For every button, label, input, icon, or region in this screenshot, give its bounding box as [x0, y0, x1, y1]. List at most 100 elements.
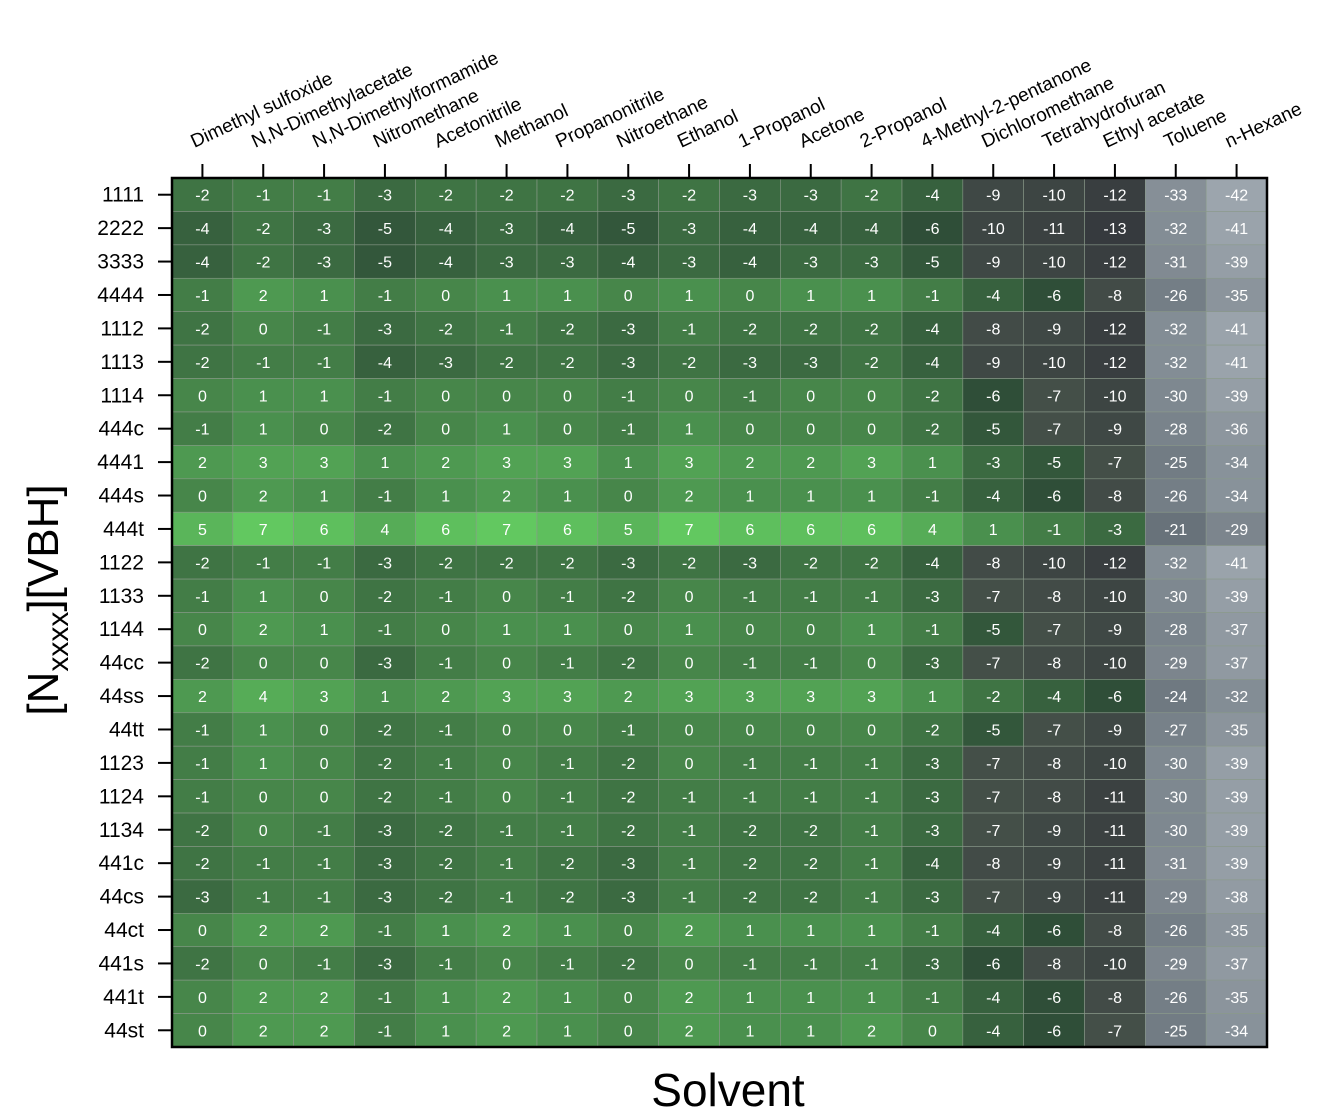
cell-value-label: 2	[502, 1023, 511, 1040]
cell-value-label: -1	[682, 823, 696, 840]
cell-value-label: -1	[317, 823, 331, 840]
cell-value-label: -1	[439, 756, 453, 773]
plot-border	[170, 176, 1269, 1049]
heatmap-cell	[658, 578, 720, 613]
heatmap-cell	[658, 745, 720, 780]
cell-value-label: 0	[563, 722, 572, 739]
cell-value-label: 1	[441, 990, 450, 1007]
cell-value-label: -30	[1164, 388, 1187, 405]
heatmap-cell	[475, 344, 538, 379]
heatmap-cell	[415, 478, 477, 513]
cell-value-label: 0	[685, 956, 694, 973]
heatmap-cell	[232, 679, 294, 714]
cell-value-label: -30	[1164, 823, 1187, 840]
row-label: 1124	[99, 785, 144, 808]
cell-value-label: -8	[1047, 756, 1061, 773]
cell-value-label: -4	[439, 221, 453, 238]
cell-value-label: -35	[1225, 923, 1248, 940]
heatmap-cell	[415, 812, 477, 847]
cell-value-label: -1	[195, 756, 209, 773]
heatmap-cell	[232, 177, 294, 212]
heatmap-cell	[1023, 812, 1085, 847]
cell-value-label: -3	[439, 355, 453, 372]
heatmap-cell	[293, 712, 355, 747]
heatmap-cell	[536, 812, 599, 847]
cell-value-label: -1	[743, 589, 757, 606]
cell-value-label: 2	[441, 689, 450, 706]
cell-value-label: -2	[499, 188, 513, 205]
cell-value-label: -2	[560, 856, 574, 873]
cell-value-label: -9	[1108, 622, 1122, 639]
cell-value-label: -2	[743, 890, 757, 907]
cell-value-label: 0	[502, 956, 511, 973]
cell-value-label: -3	[925, 956, 939, 973]
cell-value-label: -2	[378, 789, 392, 806]
cell-value-label: -1	[925, 622, 939, 639]
cell-value-label: 1	[685, 422, 694, 439]
cell-value-label: -7	[986, 890, 1000, 907]
heatmap-cell	[1023, 679, 1085, 714]
row-label: 1133	[99, 585, 144, 608]
cell-value-label: -4	[986, 923, 1000, 940]
cell-value-label: -10	[1103, 756, 1126, 773]
heatmap-cell	[475, 445, 538, 480]
cell-value-label: -2	[864, 555, 878, 572]
cell-value-label: -2	[743, 856, 757, 873]
cell-value-label: -4	[986, 990, 1000, 1007]
heatmap-cell	[536, 277, 599, 312]
heatmap-cell	[901, 478, 964, 513]
heatmap-cell	[962, 277, 1024, 312]
heatmap-cell	[658, 244, 720, 279]
heatmap-cell	[475, 411, 538, 446]
heatmap-cell	[1023, 946, 1085, 981]
heatmap-cell	[840, 679, 903, 714]
heatmap-cell	[293, 411, 355, 446]
cell-value-label: -41	[1225, 321, 1248, 338]
cell-value-label: -10	[1043, 255, 1066, 272]
heatmap-cell	[1023, 244, 1085, 279]
cell-value-label: 0	[320, 756, 329, 773]
cell-value-label: -1	[560, 823, 574, 840]
heatmap-cell	[1205, 979, 1268, 1014]
cell-value-label: -2	[439, 890, 453, 907]
cell-value-label: -3	[195, 890, 209, 907]
cell-value-label: -11	[1104, 823, 1126, 840]
cell-value-label: -29	[1164, 956, 1187, 973]
cell-value-label: 1	[259, 589, 268, 606]
heatmap-cell	[780, 1013, 842, 1048]
cell-value-label: -4	[560, 221, 574, 238]
heatmap-cell	[901, 612, 964, 647]
heatmap-cell	[1145, 511, 1207, 546]
cell-value-label: -5	[986, 622, 1000, 639]
heatmap-cell	[1205, 445, 1268, 480]
heatmap-cell	[475, 779, 538, 814]
heatmap-cell	[415, 612, 477, 647]
cell-value-label: -1	[682, 890, 696, 907]
heatmap-cell	[293, 745, 355, 780]
cell-value-label: 1	[259, 756, 268, 773]
cell-value-label: -3	[1108, 522, 1122, 539]
cell-value-label: 2	[320, 1023, 329, 1040]
cell-value-label: 1	[563, 923, 572, 940]
cell-value-label: 0	[198, 622, 207, 639]
heatmap-cell	[1205, 712, 1268, 747]
cell-value-label: -1	[499, 856, 513, 873]
heatmap-cell	[415, 645, 477, 680]
cell-value-label: -1	[439, 789, 453, 806]
cell-value-label: 3	[745, 689, 754, 706]
cell-value-label: -3	[378, 856, 392, 873]
heatmap-cell	[1084, 946, 1146, 981]
cell-value-label: -3	[621, 355, 635, 372]
cell-value-label: 1	[380, 689, 389, 706]
heatmap-cell	[780, 745, 842, 780]
cell-value-label: -10	[1103, 388, 1126, 405]
heatmap-cell	[597, 344, 659, 379]
cell-value-label: -1	[256, 355, 270, 372]
cell-value-label: -12	[1103, 355, 1126, 372]
heatmap-cell	[293, 612, 355, 647]
cell-value-label: -9	[1047, 856, 1061, 873]
row-label: 3333	[97, 251, 144, 274]
cell-value-label: -10	[1043, 188, 1066, 205]
cell-value-label: -29	[1164, 656, 1187, 673]
cell-value-label: -3	[621, 555, 635, 572]
